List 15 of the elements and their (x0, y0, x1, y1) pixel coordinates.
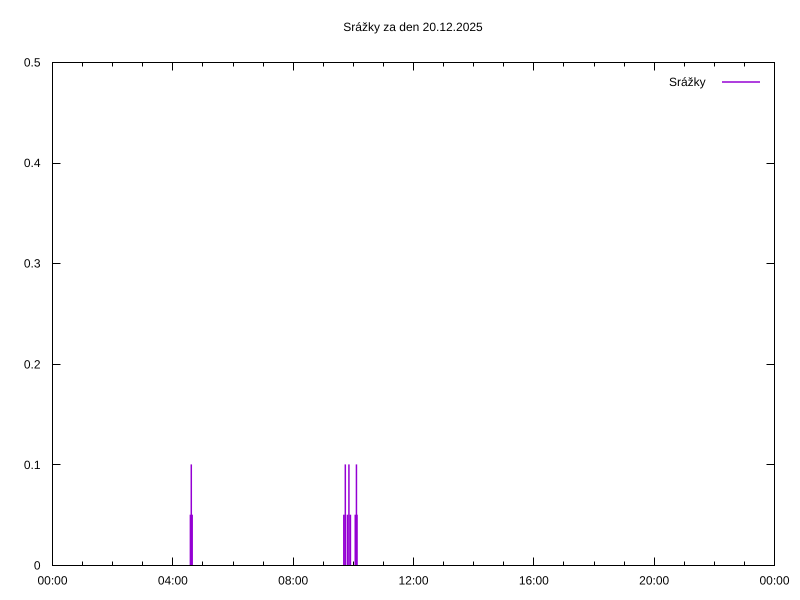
x-tick-label: 12:00 (398, 574, 429, 588)
x-tick-label: 04:00 (158, 574, 188, 588)
y-tick-label: 0.3 (24, 256, 41, 271)
y-tick-label: 0.5 (24, 56, 41, 70)
x-tick-label: 16:00 (518, 574, 550, 588)
y-tick-label: 0.1 (24, 458, 41, 472)
y-tick-label: 0 (34, 558, 41, 572)
y-tick-label: 0.4 (24, 156, 41, 170)
chart-title: Srážky za den 20.12.2025 (343, 20, 484, 34)
legend-label: Srážky (669, 75, 706, 89)
x-tick-label: 00:00 (759, 574, 790, 588)
x-tick-label: 20:00 (639, 574, 670, 588)
y-tick-label: 0.2 (24, 357, 41, 372)
x-tick-label: 00:00 (37, 574, 68, 588)
x-tick-label: 08:00 (278, 574, 309, 588)
